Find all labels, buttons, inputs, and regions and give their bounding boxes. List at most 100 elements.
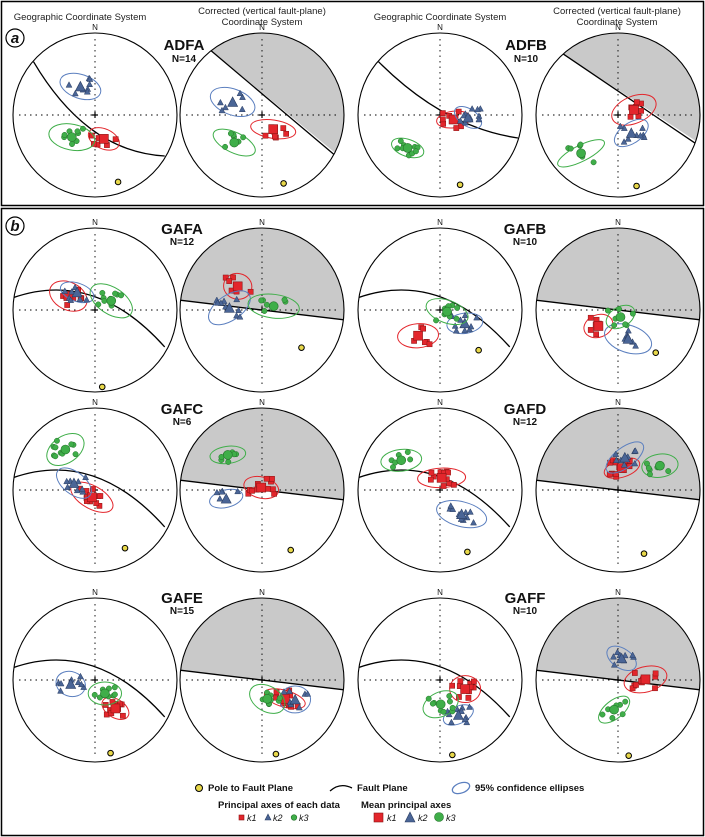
pole-to-fault-plane <box>287 546 295 554</box>
k2-point <box>77 672 84 680</box>
k2-mean <box>223 302 235 313</box>
k3-point <box>665 468 672 475</box>
legend-k3-small <box>290 814 298 821</box>
stereonet-gaff-cor: N <box>535 588 701 763</box>
k3-point <box>53 437 60 444</box>
pole-to-fault-plane <box>98 383 106 391</box>
k1-point <box>465 695 472 701</box>
confidence-ellipse-k1 <box>250 119 297 140</box>
site-n-gafe: N=15 <box>170 606 195 617</box>
net-center <box>92 112 98 118</box>
k3-point <box>397 138 404 145</box>
confidence-ellipse-k2 <box>605 441 645 474</box>
k2-mean <box>616 652 628 664</box>
k3-point <box>281 296 288 303</box>
k3-point <box>590 159 597 166</box>
k2-point <box>620 461 628 468</box>
confidence-ellipse-k2 <box>613 118 649 148</box>
k1-point <box>247 288 254 295</box>
confidence-ellipse-k1 <box>49 280 88 312</box>
svg-text:a: a <box>11 30 19 47</box>
k1-point <box>426 341 433 348</box>
k1-point <box>634 99 640 106</box>
k2-point <box>295 703 303 711</box>
stereonet-gafd-cor: N <box>535 398 701 573</box>
net-circle <box>12 32 178 198</box>
k3-point <box>404 449 411 456</box>
svg-text:b: b <box>10 218 19 235</box>
k2-point <box>213 488 221 496</box>
k2-point <box>632 342 640 349</box>
stereonet-gafd-geo: N <box>357 398 523 573</box>
stereonet-gafc-cor: N <box>179 398 345 573</box>
confidence-ellipse-k1 <box>397 323 440 349</box>
k1-point <box>451 481 457 488</box>
k3-mean <box>402 143 413 153</box>
pole-to-fault-plane <box>298 344 305 351</box>
k1-point <box>453 125 460 131</box>
north-label: N <box>615 218 621 227</box>
k3-point <box>599 711 606 718</box>
k2-mean <box>619 451 631 463</box>
k3-point <box>622 698 629 705</box>
k3-point <box>453 315 460 322</box>
site-label-gafb: GAFB <box>504 221 547 238</box>
k2-point <box>461 326 469 334</box>
k2-point <box>83 296 91 303</box>
k2-mean <box>456 508 468 519</box>
k3-point <box>440 708 447 715</box>
k2-point <box>616 122 624 129</box>
k1-point <box>226 278 233 284</box>
confidence-ellipse-k3 <box>598 695 631 724</box>
stereonet-gafe-cor: N <box>179 588 345 763</box>
k3-mean <box>576 148 586 159</box>
header-corrected-right-2: Coordinate System <box>577 17 658 28</box>
k1-point <box>633 682 639 688</box>
k2-point <box>76 295 84 302</box>
header-corrected-left-2: Coordinate System <box>222 17 303 28</box>
k2-point <box>462 508 470 516</box>
legend-ellipse-label: 95% confidence ellipses <box>475 783 584 794</box>
site-n-gafd: N=12 <box>513 417 538 428</box>
k3-point <box>52 444 59 451</box>
k3-point <box>225 458 232 465</box>
k1-mean <box>232 281 243 292</box>
k3-point <box>454 305 461 311</box>
k2-point <box>221 103 229 111</box>
k2-mean <box>462 111 474 123</box>
k2-point <box>447 502 455 509</box>
net-center <box>437 307 443 313</box>
k1-point <box>97 493 104 499</box>
k2-point <box>234 487 242 495</box>
legend-k1-mean <box>373 812 384 823</box>
k1-point <box>90 486 96 492</box>
k3-point <box>645 465 652 471</box>
k3-point <box>567 145 574 152</box>
confidence-ellipse-k3 <box>89 283 133 319</box>
site-label-gafd: GAFD <box>504 401 547 418</box>
fault-plane-line <box>32 61 165 157</box>
panel-a-frame <box>0 0 705 207</box>
k3-mean <box>223 450 233 460</box>
legend-fault-symbol <box>329 784 353 792</box>
k2-point <box>468 105 476 112</box>
legend-pole-symbol <box>195 784 203 792</box>
north-label: N <box>437 218 443 227</box>
panel-b-frame <box>0 207 705 837</box>
k2-point <box>235 306 243 313</box>
k2-mean <box>65 678 77 689</box>
k2-point <box>77 680 85 688</box>
k3-point <box>258 297 265 304</box>
k1-point <box>262 132 269 139</box>
k2-point <box>461 715 469 722</box>
net-circle <box>12 597 178 763</box>
pole-to-fault-plane <box>456 181 464 189</box>
k2-point <box>236 89 244 97</box>
k2-point <box>286 687 293 694</box>
k3-point <box>91 691 98 698</box>
k3-point <box>112 290 119 297</box>
k2-point <box>610 661 618 668</box>
k2-point <box>460 111 468 119</box>
legend-fault-label: Fault Plane <box>357 783 408 794</box>
k2-mean <box>622 333 634 344</box>
